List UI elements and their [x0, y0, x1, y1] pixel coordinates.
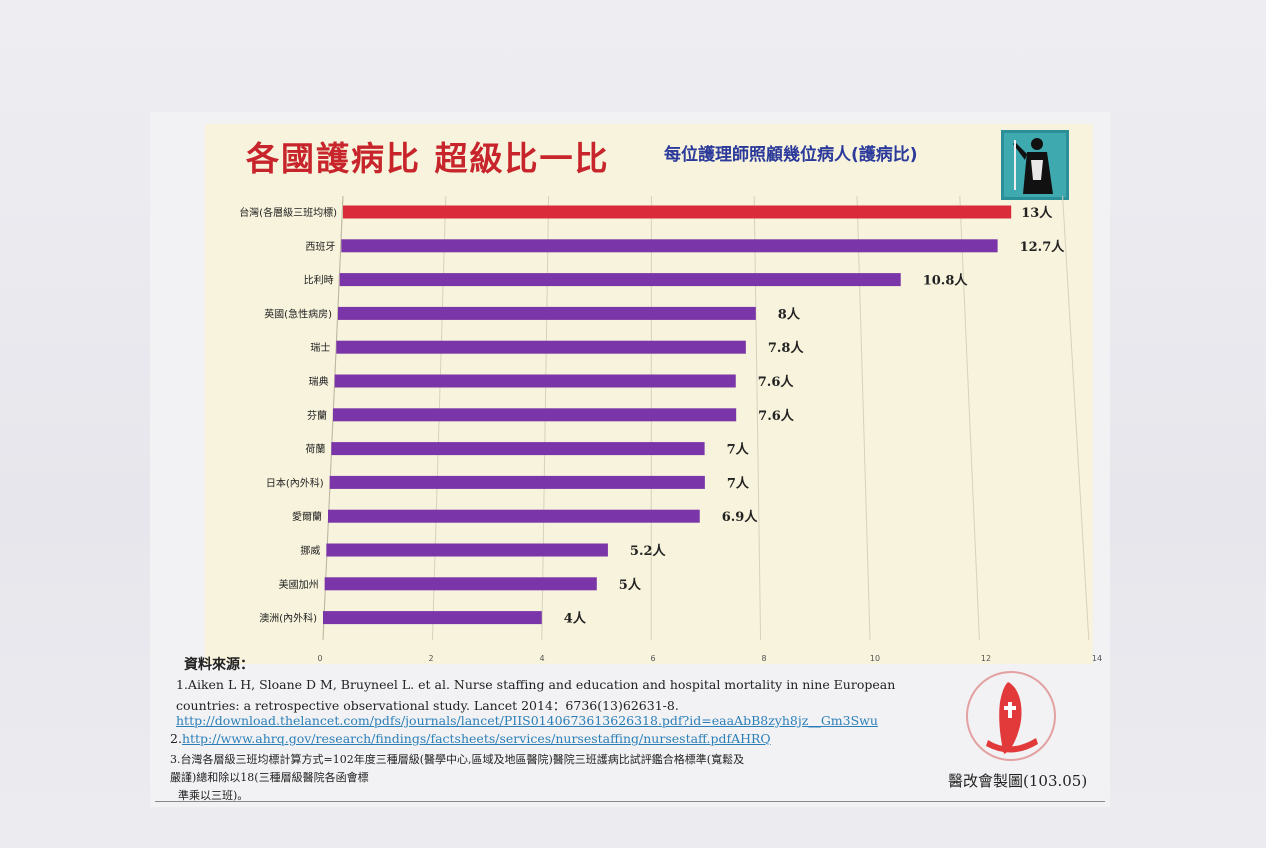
reference-3-line-2: 嚴謹)總和除以18(三種層級醫院各函會標: [170, 771, 369, 784]
reference-3-line-3: 準乘以三班)。: [178, 789, 249, 802]
bar: [329, 475, 705, 489]
gridline: [856, 195, 871, 641]
value-label: 13人: [1021, 205, 1053, 221]
category-label: 澳洲(內外科): [259, 612, 317, 625]
x-tick-label: 8: [761, 654, 766, 663]
nurse-icon: [1001, 130, 1069, 200]
category-label: 台灣(各層級三班均標): [239, 206, 337, 219]
bar: [323, 611, 542, 625]
category-label: 西班牙: [305, 241, 335, 253]
value-label: 8人: [778, 306, 801, 322]
value-label: 4人: [564, 611, 587, 627]
bar: [336, 340, 746, 354]
value-label: 7人: [727, 442, 750, 458]
sources-heading: 資料來源：: [184, 657, 254, 673]
reference-1-line-2: countries: a retrospective observational…: [176, 698, 679, 713]
bar: [326, 543, 608, 557]
category-label: 瑞士: [310, 341, 330, 354]
gridline: [959, 195, 980, 641]
x-tick-label: 12: [981, 654, 991, 663]
x-tick-label: 4: [539, 654, 544, 663]
bars: [323, 205, 1012, 625]
value-label: 7.6人: [758, 408, 795, 424]
org-caption: 醫改會製圖(103.05): [948, 772, 1088, 790]
reference-1-line-1: 1.Aiken L H, Sloane D M, Bruyneel L. et …: [176, 677, 896, 692]
gridline: [1062, 195, 1090, 641]
footer-divider: [155, 801, 1105, 802]
x-tick-label: 14: [1092, 654, 1102, 663]
category-label: 芬蘭: [307, 409, 327, 422]
category-label: 荷蘭: [305, 443, 325, 456]
bar: [331, 442, 705, 456]
value-label: 5人: [619, 577, 642, 593]
reference-3-line-1: 3.台灣各層級三班均標計算方式=102年度三種層級(醫學中心,區域及地區醫院)醫…: [170, 753, 745, 766]
chart-subtitle: 每位護理師照顧幾位病人(護病比): [664, 145, 918, 165]
category-label: 美國加州: [279, 578, 319, 591]
x-tick-label: 2: [428, 654, 433, 663]
value-label: 7人: [727, 475, 750, 491]
reference-2: 2.http://www.ahrq.gov/research/findings/…: [170, 731, 771, 746]
bar: [339, 273, 901, 287]
value-label: 5.2人: [630, 543, 667, 559]
bar: [328, 509, 700, 523]
category-label: 比利時: [304, 275, 334, 287]
value-label: 7.8人: [768, 340, 805, 356]
reference-2-prefix: 2.: [170, 731, 182, 746]
value-label: 6.9人: [722, 509, 759, 525]
category-label: 瑞典: [309, 375, 329, 388]
chart-title: 各國護病比 超級比一比: [246, 139, 610, 178]
bar: [338, 306, 756, 320]
category-label: 挪威: [300, 544, 320, 557]
value-label: 12.7人: [1020, 239, 1066, 255]
category-label: 日本(內外科): [266, 476, 324, 489]
reference-1-link[interactable]: http://download.thelancet.com/pdfs/journ…: [176, 713, 878, 728]
value-label: 10.8人: [923, 273, 969, 289]
bar: [324, 577, 597, 591]
bar: [333, 408, 737, 422]
x-tick-label: 10: [870, 654, 880, 663]
category-label: 英國(急性病房): [264, 307, 332, 320]
x-tick-label: 6: [650, 654, 655, 663]
bar: [341, 239, 998, 253]
x-tick-label: 0: [317, 654, 322, 663]
bar: [343, 205, 1012, 219]
bar: [334, 374, 736, 388]
category-label: 愛爾蘭: [292, 510, 322, 523]
reference-2-link[interactable]: http://www.ahrq.gov/research/findings/fa…: [181, 731, 771, 746]
gridline: [753, 195, 762, 641]
value-label: 7.6人: [758, 374, 795, 390]
organization-logo: [966, 671, 1056, 761]
